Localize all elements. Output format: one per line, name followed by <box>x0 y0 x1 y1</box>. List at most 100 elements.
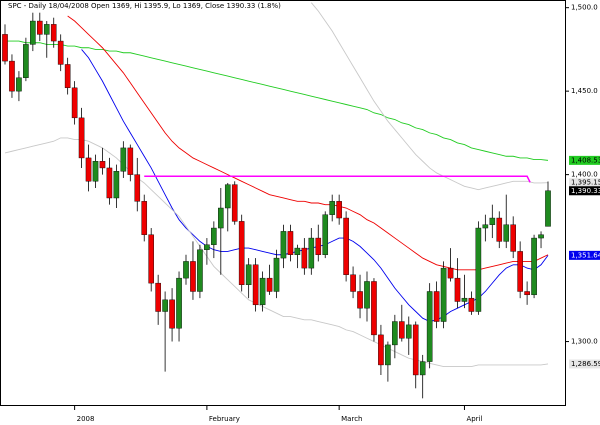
last-value-label: 1,351.64 <box>571 251 600 259</box>
candle-body <box>322 214 329 255</box>
candle-body <box>2 34 8 62</box>
candle-body <box>245 264 252 286</box>
candle-body <box>336 201 342 219</box>
candle-body <box>364 281 370 309</box>
candle-body <box>399 321 405 339</box>
plot-frame <box>0 0 566 406</box>
candle-body <box>224 184 231 209</box>
indicator-line <box>310 2 549 191</box>
y-tick-label: 1,450.0 <box>571 87 598 95</box>
candle-body <box>92 161 99 182</box>
last-value-label-box <box>569 155 600 165</box>
candle-body <box>127 147 134 175</box>
candle-body <box>273 257 280 292</box>
candle-body <box>287 231 294 255</box>
candle-body <box>99 161 106 169</box>
last-value-label-box <box>569 359 600 369</box>
candle-body <box>23 44 29 78</box>
candle-body <box>183 261 189 279</box>
candle-body <box>545 190 551 227</box>
candle-body <box>120 147 127 172</box>
x-tick-label: April <box>466 415 482 423</box>
candle-body <box>315 237 322 255</box>
candle-body <box>78 117 85 159</box>
candle-body <box>454 277 461 302</box>
chart-title: SPC - Daily 18/04/2008 Open 1369, Hi 139… <box>8 2 281 10</box>
candle-body <box>50 24 57 42</box>
candle-body <box>169 299 175 329</box>
candle-body <box>329 201 335 215</box>
indicator-line <box>67 15 549 271</box>
candle-body <box>113 171 120 199</box>
last-value-label: 1,408.53 <box>571 156 600 164</box>
x-tick-label: February <box>209 415 240 423</box>
candle-body <box>517 251 523 292</box>
candle-body <box>496 217 503 242</box>
x-tick-label: 2008 <box>77 415 95 423</box>
candle-body <box>350 274 356 292</box>
candle-body <box>71 87 78 119</box>
candle-body <box>468 297 475 312</box>
last-value-label-box <box>569 178 600 188</box>
candle-body <box>280 231 287 259</box>
candle-body <box>16 77 22 92</box>
candle-body <box>433 291 440 322</box>
candle-body <box>510 224 516 252</box>
y-tick-label: 1,300.0 <box>571 338 598 346</box>
candle-body <box>489 217 496 225</box>
last-value-label-box <box>569 250 600 260</box>
candle-body <box>43 24 50 35</box>
candle-body <box>155 282 161 312</box>
candle-body <box>392 321 398 346</box>
close-label: 1,390.33 <box>571 187 600 195</box>
candle-body <box>412 324 419 376</box>
candle-body <box>538 234 544 239</box>
candle-body <box>176 277 182 329</box>
candle-body <box>426 291 433 362</box>
candle-body <box>371 281 377 336</box>
candle-body <box>266 277 273 292</box>
y-tick-label: 1,500.0 <box>571 4 598 12</box>
trend-line <box>144 175 531 183</box>
candle-body <box>357 291 363 309</box>
candle-body <box>447 267 454 279</box>
candle-body <box>405 324 412 339</box>
candle-body <box>301 247 308 269</box>
candle-body <box>141 201 148 235</box>
last-value-label: 1,286.59 <box>571 360 600 368</box>
candle-body <box>252 264 259 306</box>
candle-body <box>57 40 64 65</box>
candle-body <box>134 174 141 202</box>
candle-body <box>231 184 238 222</box>
y-tick-label: 1,400.0 <box>571 171 598 179</box>
candle-body <box>37 20 43 35</box>
candle-body <box>211 227 217 245</box>
candle-body <box>30 20 36 45</box>
candle-body <box>106 167 113 199</box>
candle-body <box>461 297 468 302</box>
candle-body <box>482 224 489 229</box>
candle-body <box>294 247 301 255</box>
candle-body <box>148 234 154 284</box>
candle-body <box>204 244 210 250</box>
x-tick-label: March <box>341 415 362 423</box>
close-label-box <box>569 186 600 196</box>
candle-body <box>259 277 266 306</box>
candle-body <box>64 64 71 89</box>
candle-body <box>475 227 482 312</box>
indicator-line <box>4 137 549 368</box>
indicator-line <box>5 40 549 161</box>
candle-body <box>378 334 384 366</box>
candle-body <box>308 237 315 269</box>
candle-body <box>385 344 391 366</box>
candle-body <box>343 217 349 275</box>
candle-body <box>218 207 224 229</box>
candle-body <box>531 237 537 296</box>
candle-body <box>419 361 426 376</box>
candle-body <box>503 224 510 242</box>
candle-body <box>9 60 15 92</box>
candle-body <box>524 291 530 296</box>
candle-body <box>440 267 447 322</box>
candle-body <box>162 299 168 312</box>
